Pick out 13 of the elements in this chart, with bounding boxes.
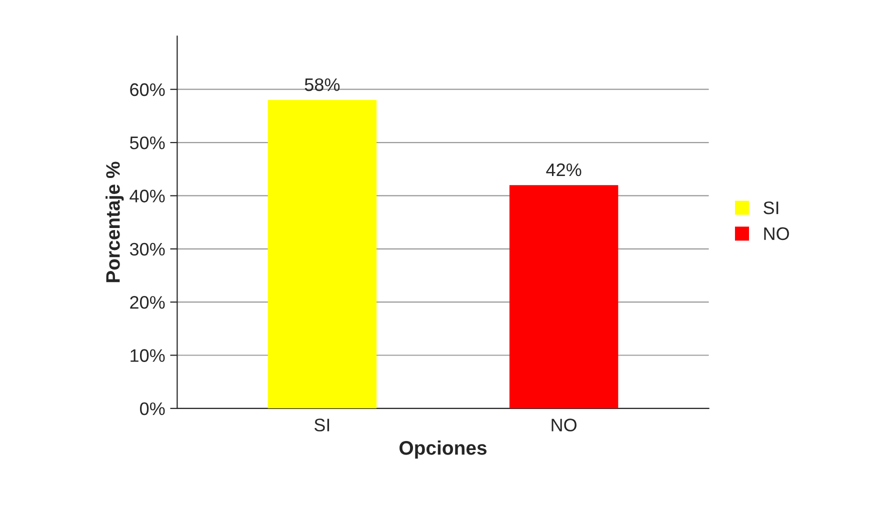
- x-axis-title: Opciones: [400, 440, 487, 459]
- legend-label: NO: [764, 227, 789, 240]
- y-tick-label: 50%: [130, 136, 165, 150]
- y-tick-label: 10%: [130, 349, 165, 362]
- y-tick-label: 40%: [130, 190, 165, 202]
- legend-label: SI: [764, 201, 778, 214]
- y-tick-label: 0%: [140, 402, 165, 416]
- y-tick-label: 60%: [130, 83, 165, 96]
- y-axis-title: Porcentaje %: [106, 162, 124, 282]
- text: 42%: [546, 163, 582, 176]
- y-tick-label: 30%: [130, 242, 165, 256]
- y-tick-label: 20%: [130, 296, 165, 309]
- text: 58%: [304, 78, 340, 92]
